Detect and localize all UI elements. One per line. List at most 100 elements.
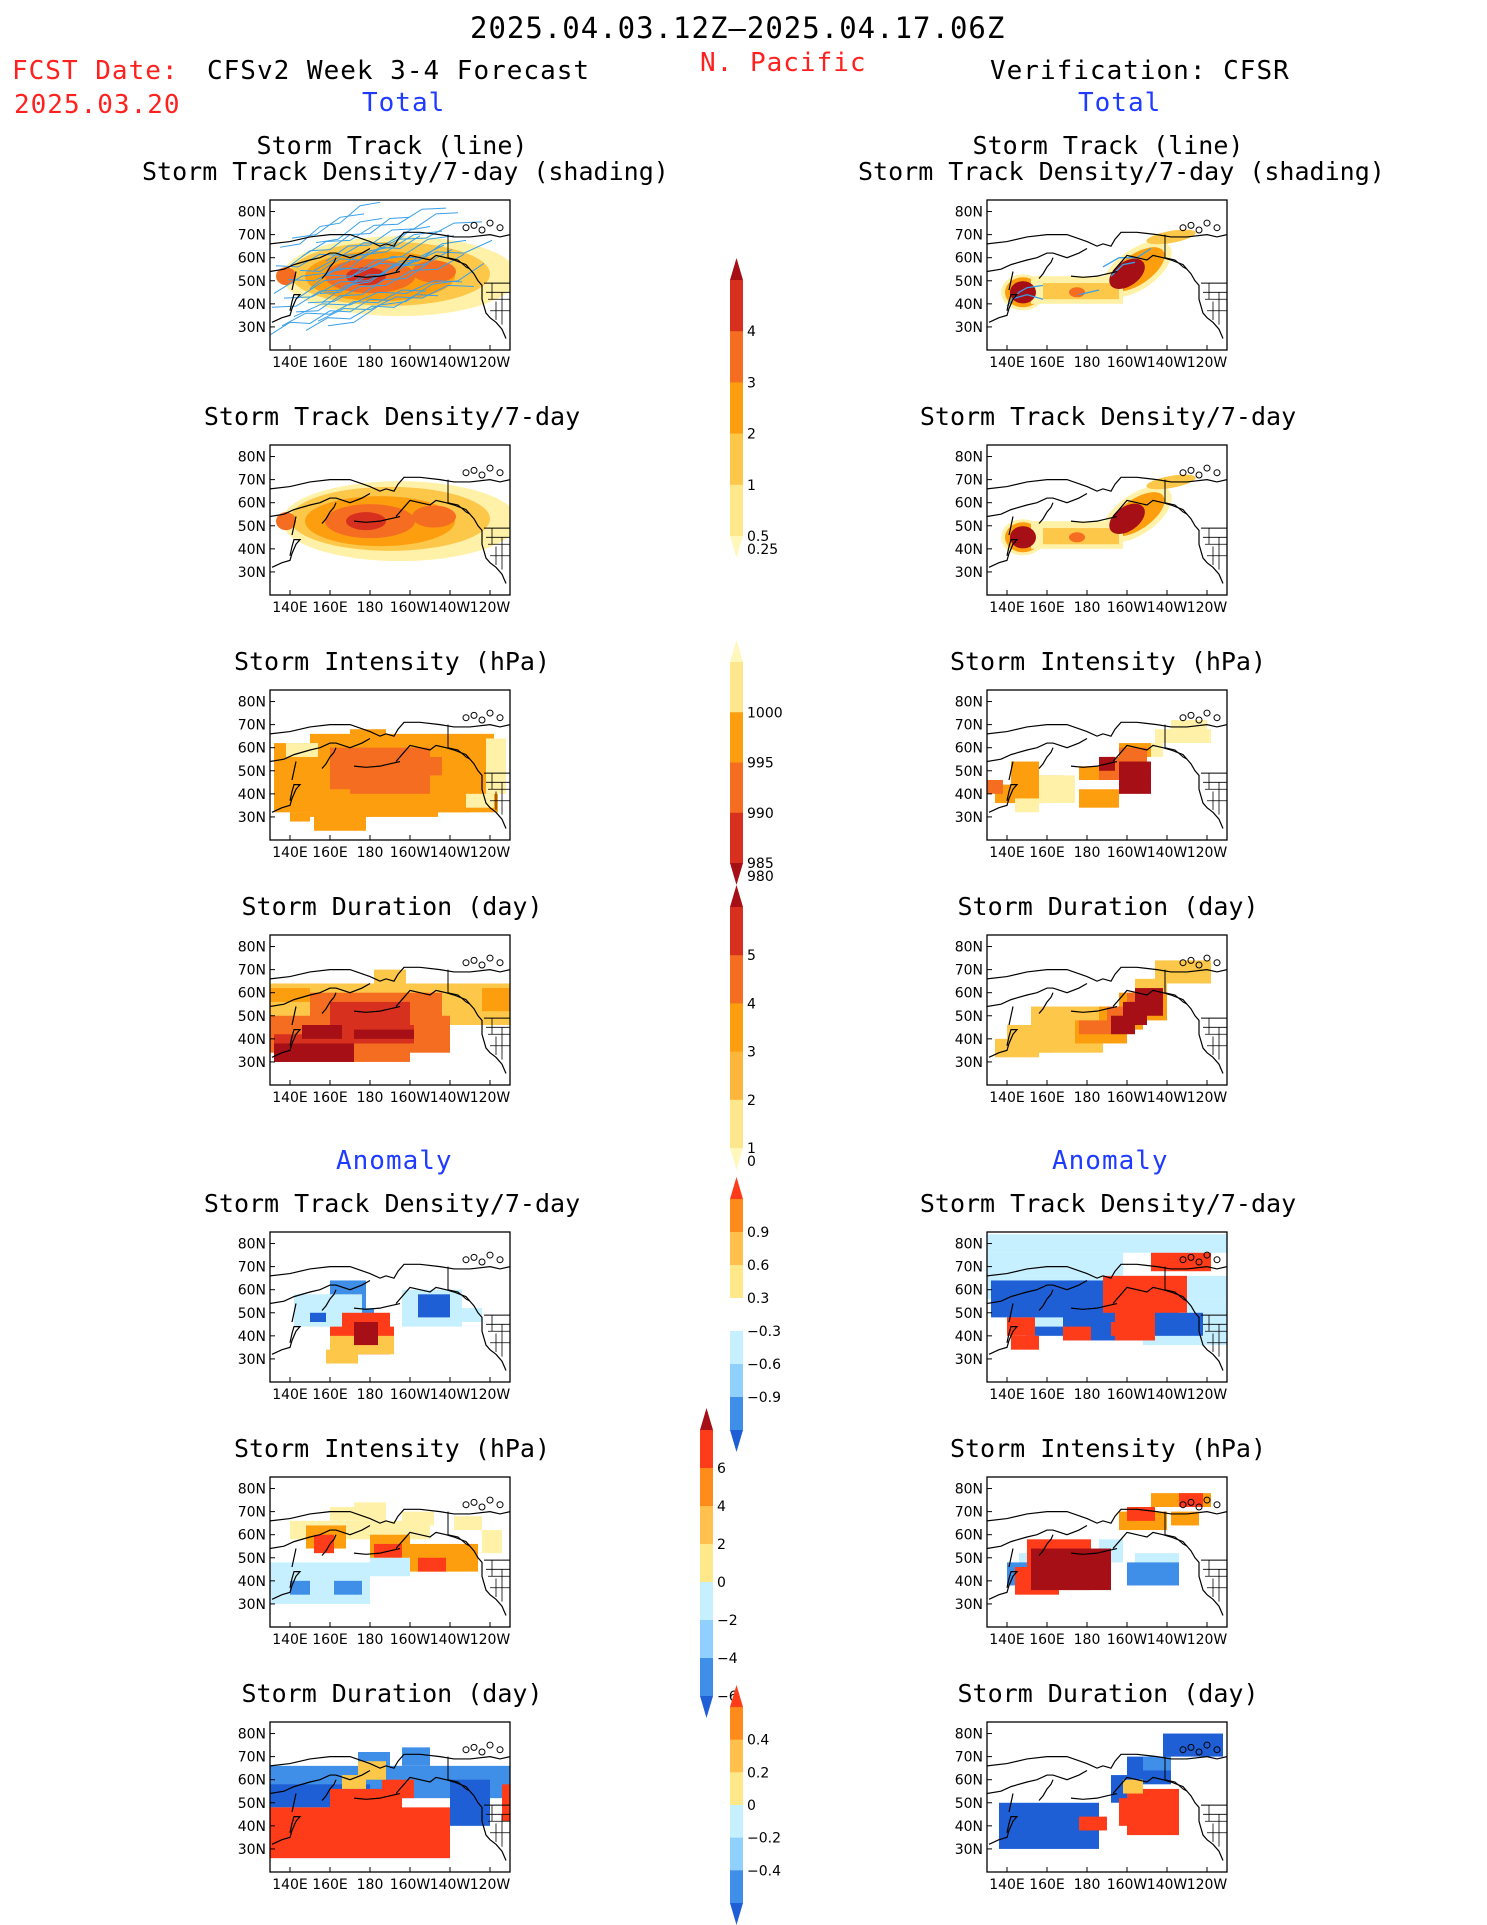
lat-label: 70N bbox=[238, 718, 266, 734]
lat-label: 60N bbox=[955, 496, 983, 512]
intensity-cell bbox=[987, 780, 1003, 794]
lon-label: 180 bbox=[357, 845, 384, 861]
storm-track-line bbox=[295, 263, 429, 313]
coastline bbox=[1070, 270, 1118, 278]
island bbox=[478, 226, 486, 234]
lat-label: 60N bbox=[955, 1773, 983, 1789]
lon-label: 140E bbox=[989, 845, 1025, 861]
colorbar-segment bbox=[730, 1003, 743, 1053]
lon-label: 180 bbox=[357, 1387, 384, 1403]
duration-cell bbox=[995, 1038, 1039, 1058]
coastline bbox=[988, 1571, 1019, 1600]
colorbar-label: 5 bbox=[747, 948, 756, 964]
map-content bbox=[987, 1733, 1227, 1861]
colorbar-label: 995 bbox=[747, 756, 774, 772]
intensity-cell bbox=[1039, 775, 1075, 804]
island bbox=[470, 221, 478, 229]
island bbox=[1195, 471, 1203, 479]
coastline bbox=[1038, 257, 1054, 279]
coastline bbox=[321, 992, 337, 1014]
coastline bbox=[271, 1029, 302, 1058]
map-content bbox=[270, 1741, 510, 1861]
total-label-left: Total bbox=[362, 88, 446, 118]
colorbar-label: 0.6 bbox=[747, 1258, 769, 1274]
island bbox=[1187, 221, 1195, 229]
coastline bbox=[987, 982, 1088, 1008]
colorbar-segment bbox=[730, 1739, 743, 1773]
lon-label: 140W bbox=[430, 1632, 471, 1648]
lat-label: 30N bbox=[238, 1842, 266, 1858]
island bbox=[1203, 1741, 1211, 1749]
colorbar-segment bbox=[730, 812, 743, 864]
anomaly-cell bbox=[1171, 1511, 1199, 1526]
colorbar-segment bbox=[700, 1658, 713, 1697]
anomaly-label-right: Anomaly bbox=[1052, 1146, 1169, 1176]
lon-label: 140W bbox=[430, 1387, 471, 1403]
island bbox=[1195, 1503, 1203, 1511]
map-content bbox=[270, 709, 510, 831]
colorbar-label: 4 bbox=[717, 1499, 726, 1515]
island bbox=[1213, 224, 1221, 232]
intensity-cell bbox=[350, 770, 430, 794]
anomaly-cell bbox=[1155, 1312, 1203, 1336]
lat-label: 60N bbox=[238, 496, 266, 512]
island bbox=[486, 1251, 494, 1259]
lon-label: 160E bbox=[312, 1632, 348, 1648]
colorbar-segment bbox=[730, 1199, 743, 1233]
colorbar-arrow bbox=[730, 885, 743, 907]
lon-label: 120W bbox=[1187, 1632, 1228, 1648]
colorbar-segment bbox=[730, 712, 743, 763]
colorbar-label: 1 bbox=[747, 478, 756, 494]
coastline bbox=[1038, 1289, 1054, 1311]
island bbox=[1179, 224, 1187, 232]
colorbar-label: −0.9 bbox=[747, 1390, 781, 1406]
p4-left-title: Storm Duration (day) bbox=[241, 892, 543, 921]
map-content bbox=[987, 464, 1227, 584]
lat-label: 50N bbox=[955, 1551, 983, 1567]
lat-label: 30N bbox=[955, 1597, 983, 1613]
storm-track-line bbox=[317, 284, 475, 322]
lon-label: 160E bbox=[1029, 1387, 1065, 1403]
colorbar-label: 3 bbox=[747, 375, 756, 391]
storm-track-line bbox=[270, 298, 391, 336]
lon-label: 180 bbox=[1074, 1877, 1101, 1893]
lon-label: 120W bbox=[470, 1632, 511, 1648]
coastline bbox=[1070, 1792, 1118, 1800]
colorbar-arrow bbox=[730, 640, 743, 662]
colorbar-label: −2 bbox=[717, 1613, 738, 1629]
lat-label: 40N bbox=[955, 1329, 983, 1345]
lat-label: 70N bbox=[955, 1260, 983, 1276]
anomaly-cell bbox=[314, 1534, 334, 1554]
lat-label: 50N bbox=[238, 1306, 266, 1322]
coastline bbox=[987, 737, 1088, 763]
lat-label: 80N bbox=[955, 940, 983, 956]
lat-label: 70N bbox=[955, 1505, 983, 1521]
lon-label: 160W bbox=[390, 1387, 431, 1403]
coastline bbox=[987, 476, 1227, 492]
coastline bbox=[987, 1769, 1088, 1795]
lat-label: 30N bbox=[238, 1597, 266, 1613]
coastline bbox=[270, 476, 510, 492]
island bbox=[462, 714, 470, 722]
colorbar-segment bbox=[730, 433, 743, 486]
coastline bbox=[291, 761, 297, 781]
colorbar-segment bbox=[730, 1707, 743, 1741]
coastline bbox=[270, 1508, 510, 1524]
border-line bbox=[447, 234, 471, 270]
lon-label: 180 bbox=[1074, 600, 1101, 616]
anomaly-cell bbox=[1063, 1326, 1091, 1341]
island bbox=[1179, 1256, 1187, 1264]
lon-label: 140W bbox=[430, 1090, 471, 1106]
duration-cell bbox=[482, 988, 510, 1012]
lon-label: 140E bbox=[989, 1877, 1025, 1893]
island bbox=[1195, 1748, 1203, 1756]
p3-right-title: Storm Intensity (hPa) bbox=[949, 647, 1267, 676]
lon-label: 160W bbox=[1107, 845, 1148, 861]
colorbar-segment bbox=[700, 1620, 713, 1659]
lon-label: 120W bbox=[470, 1090, 511, 1106]
lon-label: 140W bbox=[430, 845, 471, 861]
coastline bbox=[395, 1531, 507, 1616]
map-anom-intensity-right: 80N 70N 60N 50N 40N 30N 140E 160E 180 160W 140W 120… bbox=[955, 1476, 1228, 1648]
colorbar-arrow bbox=[730, 1430, 743, 1452]
